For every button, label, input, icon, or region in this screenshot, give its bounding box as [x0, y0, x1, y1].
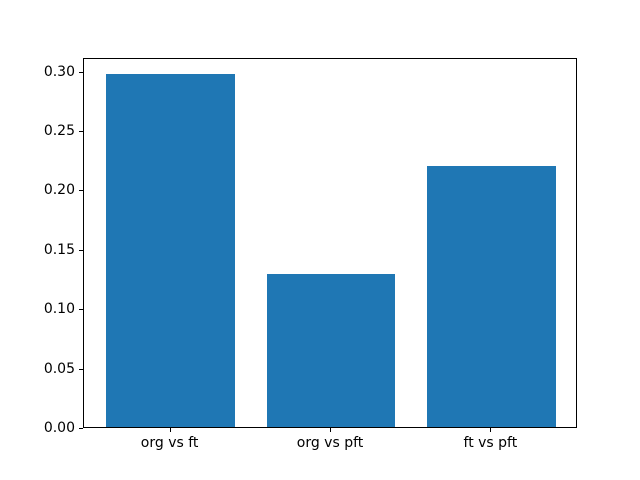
y-tick-label: 0.30	[43, 63, 75, 80]
y-tick-label: 0.15	[43, 241, 75, 258]
y-tick-mark	[79, 309, 83, 311]
y-tick-label: 0.25	[43, 122, 75, 139]
y-tick-mark	[79, 428, 83, 429]
x-tick-label-ft-vs-pft: ft vs pft	[463, 435, 518, 451]
bar-org-vs-pft	[266, 273, 396, 427]
x-tick-mark	[490, 428, 492, 432]
y-tick-mark	[79, 71, 83, 73]
y-tick-mark	[79, 249, 83, 251]
x-tick-mark	[169, 428, 171, 432]
x-tick-mark	[330, 428, 331, 432]
y-tick-label: 0.10	[43, 301, 75, 318]
x-tick-label-org-vs-ft: org vs ft	[140, 435, 199, 451]
y-tick-label: 0.00	[43, 420, 75, 436]
y-tick-mark	[79, 368, 83, 370]
bar-org-vs-ft	[106, 74, 235, 427]
x-tick-label-org-vs-pft: org vs pft	[296, 435, 364, 451]
y-tick-mark	[79, 190, 83, 192]
y-tick-mark	[79, 130, 83, 132]
bar-ft-vs-pft	[427, 165, 556, 427]
y-tick-label: 0.05	[43, 360, 75, 377]
y-tick-label: 0.20	[43, 182, 75, 199]
plot-area	[83, 58, 577, 428]
